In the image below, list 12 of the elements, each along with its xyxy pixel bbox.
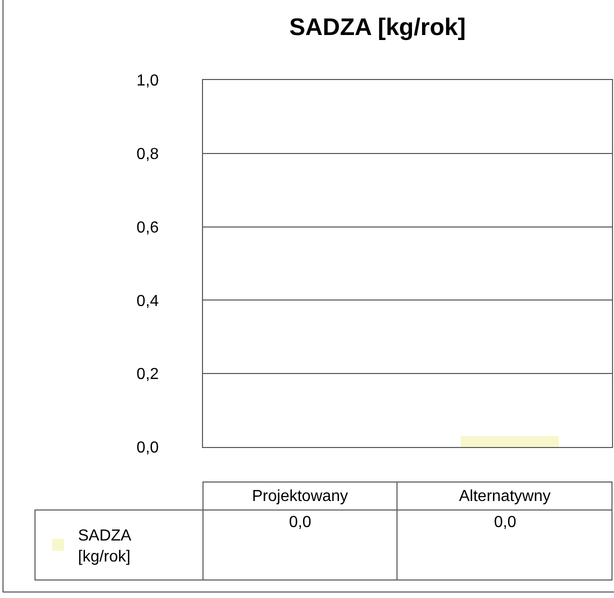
data-label: 0,0 xyxy=(289,514,312,531)
y-tick-label: 0,2 xyxy=(136,366,159,384)
y-tick-label: 0,0 xyxy=(136,440,159,457)
y-tick-label: 0,6 xyxy=(136,219,159,236)
x-tick-label: Projektowany xyxy=(252,488,348,505)
y-tick-label: 1,0 xyxy=(136,72,159,90)
x-tick-label: Alternatywny xyxy=(459,488,551,505)
y-tick-label: 0,4 xyxy=(136,292,159,310)
data-label: 0,0 xyxy=(494,514,516,531)
chart-title: SADZA [kg/rok] xyxy=(289,14,466,41)
legend-label: SADZA [kg/rok] xyxy=(78,528,132,566)
y-tick-label: 0,8 xyxy=(136,146,159,163)
